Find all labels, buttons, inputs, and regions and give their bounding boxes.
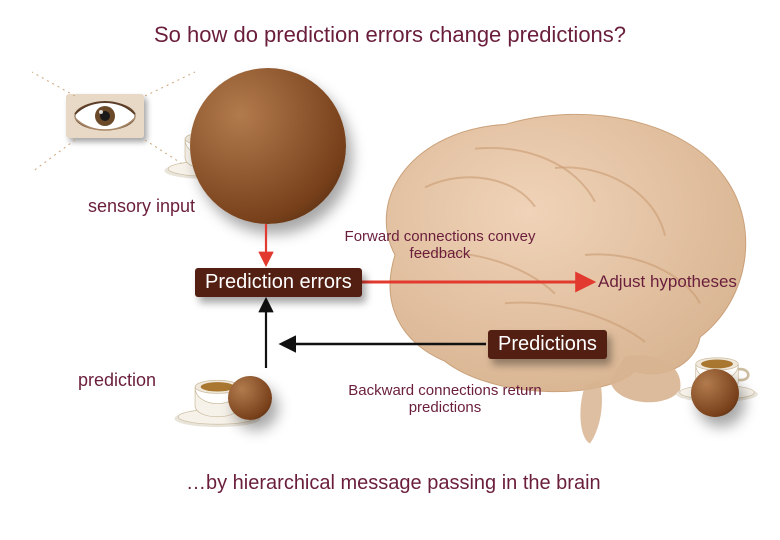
tag-predictions: Predictions	[488, 330, 607, 359]
label-backward: Backward connections return predictions	[330, 382, 560, 416]
label-forward: Forward connections convey feedback	[330, 228, 550, 262]
eye-thumbnail	[66, 94, 144, 138]
footer-text: …by hierarchical message passing in the …	[186, 472, 601, 495]
label-sensory-input: sensory input	[88, 196, 195, 217]
sphere-small-right	[691, 369, 739, 417]
label-backward-line1: Backward connections return	[330, 382, 560, 399]
sphere-large	[190, 68, 346, 224]
label-backward-line2: predictions	[330, 399, 560, 416]
page-title: So how do prediction errors change predi…	[0, 22, 780, 48]
sphere-small-left	[228, 376, 272, 420]
tag-prediction-errors: Prediction errors	[195, 268, 362, 297]
label-forward-line2: feedback	[330, 245, 550, 262]
diagram-stage: So how do prediction errors change predi…	[0, 0, 780, 540]
label-adjust-hypotheses: Adjust hypotheses	[598, 272, 737, 292]
arrows	[0, 0, 780, 540]
label-prediction: prediction	[78, 370, 156, 391]
label-forward-line1: Forward connections convey	[330, 228, 550, 245]
projection-lines	[0, 0, 780, 540]
brain-illustration	[0, 0, 780, 540]
